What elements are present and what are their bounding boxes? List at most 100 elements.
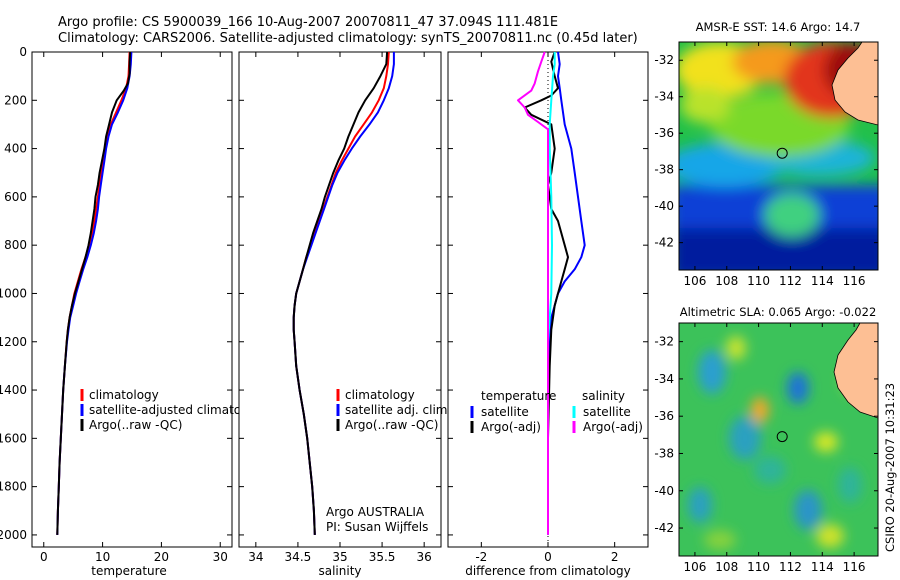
credit-pi: PI: Susan Wijffels	[326, 520, 428, 534]
sla-lon-label-114: 114	[811, 560, 834, 574]
sla-lat-label-34: -34	[654, 372, 674, 386]
csiro-timestamp: CSIRO 20-Aug-2007 10:31:23	[883, 383, 897, 552]
sla-lat-label-36: -36	[654, 409, 674, 423]
depth-tick-label-1600: 1600	[0, 431, 27, 445]
sst-map-frame	[678, 41, 879, 271]
sst-land-mask	[831, 42, 878, 126]
salinity-xtick-label-35-5: 35.5	[369, 550, 396, 564]
difference-xtick-label-2: -2	[475, 550, 487, 564]
sla-x-ticks: 106 108 110 112 114 116	[683, 323, 866, 574]
sst-lon-label-108: 108	[715, 274, 738, 288]
salinity-series-argo-raw-qc	[292, 51, 389, 535]
salinity-xtick-label-35: 35	[332, 550, 347, 564]
sst-y-ticks: -32 -34 -36 -38 -40 -42	[654, 53, 878, 250]
sst-profile-marker	[776, 147, 788, 159]
salinity-xtick-label-36: 36	[417, 550, 432, 564]
temperature-xtick-label-20: 20	[154, 550, 169, 564]
sla-map-title: Altimetric SLA: 0.065 Argo: -0.022	[680, 305, 877, 319]
depth-tick-label-200: 200	[4, 93, 27, 107]
sst-lat-label-32: -32	[654, 53, 674, 67]
temperature-y-ticks: 0 200 400 600 800 1000 1200 1400 1600 1800 2000	[0, 45, 232, 542]
temperature-panel: 0 200 400 600 800 1000 1200 1400 1600 1800 2000 0 1…	[0, 45, 267, 578]
sla-lon-label-106: 106	[683, 560, 706, 574]
sla-lat-label-42: -42	[654, 521, 674, 535]
sla-lon-label-112: 112	[779, 560, 802, 574]
depth-tick-label-1800: 1800	[0, 480, 27, 494]
sla-map-panel: Altimetric SLA: 0.065 Argo: -0.022 -	[654, 305, 879, 574]
sst-x-ticks: 106 108 110 112 114 116	[683, 42, 866, 288]
header-line-1: Argo profile: CS 5900039_166 10-Aug-2007…	[58, 15, 558, 30]
difference-y-ticks	[448, 51, 648, 536]
temperature-legend-label-climatology: climatology	[89, 388, 159, 402]
sst-lon-label-116: 116	[843, 274, 866, 288]
difference-xtick-label-0: 0	[544, 550, 552, 564]
temperature-xtick-label-10: 10	[95, 550, 110, 564]
header-line-2: Climatology: CARS2006. Satellite-adjuste…	[58, 31, 638, 46]
sst-lat-label-38: -38	[654, 163, 674, 177]
temperature-xtick-label-0: 0	[40, 550, 48, 564]
temperature-x-label: temperature	[91, 564, 166, 578]
sla-lon-label-110: 110	[747, 560, 770, 574]
difference-legend: temperature salinitysatelliteArgo(-adj)sa…	[470, 389, 643, 434]
difference-xtick-label-2: 2	[611, 550, 619, 564]
difference-legend-label-right-satellite: satellite	[583, 405, 631, 419]
salinity-legend-label-satellite-adj-clim: satellite adj. clim.	[345, 403, 451, 417]
temperature-x-ticks: 0 10 20 30	[40, 52, 228, 564]
sst-lat-label-34: -34	[654, 90, 674, 104]
depth-tick-label-2000: 2000	[0, 528, 27, 542]
sla-lat-label-38: -38	[654, 446, 674, 460]
difference-legend-title-temperature: temperature	[481, 389, 556, 403]
sla-land-mask	[833, 323, 878, 419]
sst-lon-label-106: 106	[683, 274, 706, 288]
difference-legend-label-left-argo-adj: Argo(-adj)	[481, 420, 541, 434]
depth-tick-label-1200: 1200	[0, 335, 27, 349]
temperature-xtick-label-30: 30	[213, 550, 228, 564]
salinity-xtick-label-34: 34	[248, 550, 263, 564]
temperature-legend-label-argo-raw-qc: Argo(..raw -QC)	[89, 418, 182, 432]
difference-legend-title-salinity: salinity	[582, 389, 625, 403]
sst-map-panel: AMSR-E SST: 14.6 Argo: 14.7 -32 -34 -36 -38…	[654, 20, 879, 288]
sla-lat-label-32: -32	[654, 335, 674, 349]
depth-tick-label-400: 400	[4, 142, 27, 156]
sst-lat-label-36: -36	[654, 126, 674, 140]
credit-program: Argo AUSTRALIA	[326, 505, 425, 519]
difference-x-label: difference from climatology	[465, 564, 631, 578]
sst-lon-label-110: 110	[747, 274, 770, 288]
difference-legend-label-right-argo-adj: Argo(-adj)	[583, 420, 643, 434]
salinity-xtick-label-34-5: 34.5	[285, 550, 312, 564]
salinity-legend-label-argo-raw-qc: Argo(..raw -QC)	[345, 418, 438, 432]
sst-lat-label-40: -40	[654, 199, 674, 213]
sla-lon-label-116: 116	[843, 560, 866, 574]
difference-x-ticks: -2 0 2	[475, 52, 618, 564]
temperature-lines	[56, 51, 133, 535]
temperature-axes-frame	[31, 51, 233, 548]
sla-lon-label-108: 108	[715, 560, 738, 574]
sst-field	[679, 42, 878, 270]
sla-lat-label-40: -40	[654, 484, 674, 498]
salinity-axes-frame	[238, 51, 442, 548]
sst-lon-label-114: 114	[811, 274, 834, 288]
depth-tick-label-0: 0	[19, 45, 27, 59]
salinity-x-ticks: 34 34.5 35 35.5 36	[248, 52, 432, 564]
difference-legend-label-left-satellite: satellite	[481, 405, 529, 419]
sst-map-title: AMSR-E SST: 14.6 Argo: 14.7	[696, 20, 861, 34]
sla-y-ticks: -32 -34 -36 -38 -40 -42	[654, 335, 878, 535]
salinity-lines	[292, 51, 395, 535]
salinity-x-label: salinity	[318, 564, 361, 578]
sla-map-frame	[678, 322, 879, 557]
sst-lon-label-112: 112	[779, 274, 802, 288]
depth-tick-label-600: 600	[4, 190, 27, 204]
temperature-legend-label-satellite-adjusted-climatology: satellite-adjusted climatology	[89, 403, 267, 417]
difference-panel: -2 0 2 temperature salinitysatelliteArgo(-a…	[447, 51, 649, 578]
difference-lines	[517, 51, 586, 535]
sla-profile-marker	[776, 431, 788, 443]
salinity-y-ticks	[239, 51, 441, 536]
depth-tick-label-1000: 1000	[0, 286, 27, 300]
depth-tick-label-800: 800	[4, 238, 27, 252]
difference-series-salinity-argo-adj	[517, 51, 549, 535]
temperature-series-argo-raw-qc	[56, 51, 132, 535]
